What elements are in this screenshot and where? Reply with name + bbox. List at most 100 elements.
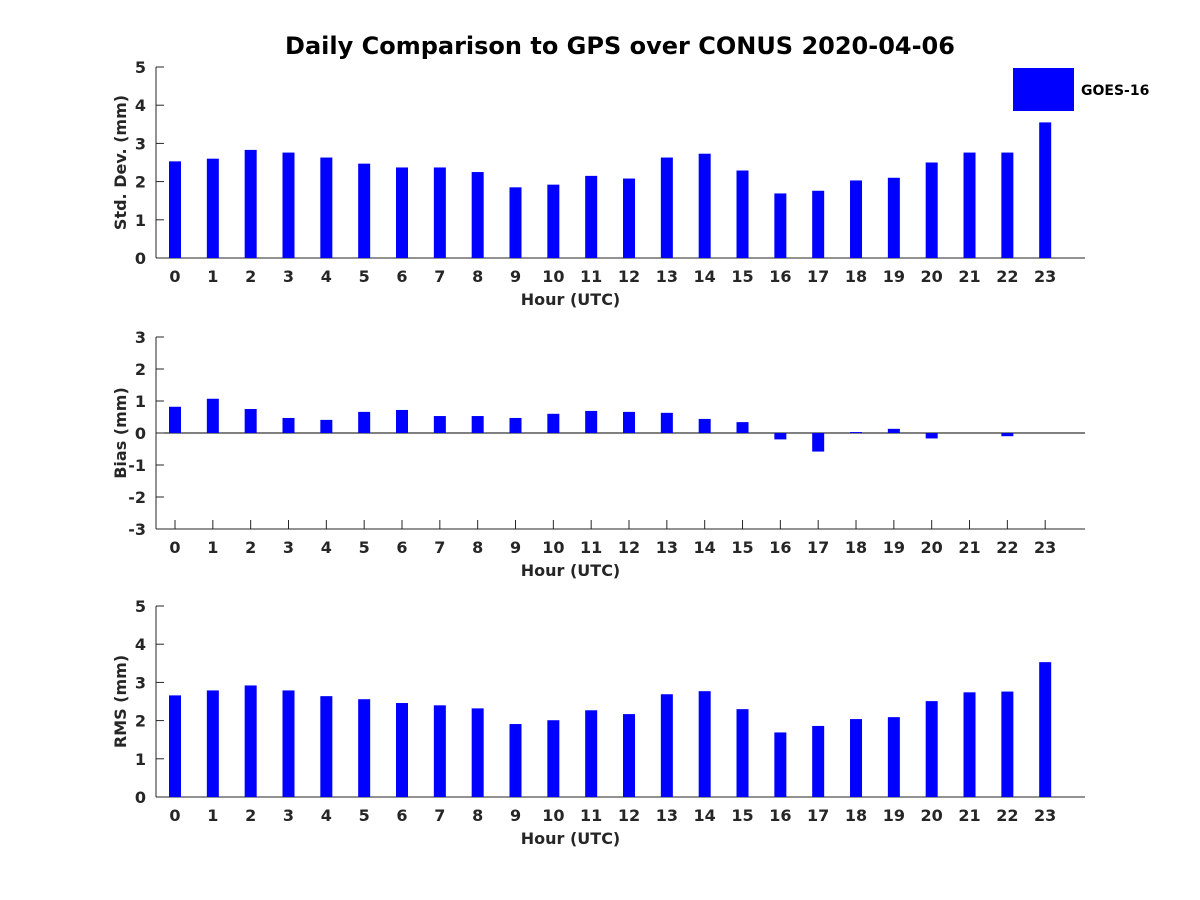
bar-stddev-hour-12 [623,178,636,258]
bar-stddev-hour-20 [925,162,938,258]
bar-stddev-hour-1 [206,158,219,258]
x-tick-label: 19 [883,267,905,286]
x-tick-label: 20 [921,538,943,557]
x-tick-label: 16 [769,538,791,557]
x-tick-label: 6 [396,806,407,825]
bar-stddev-hour-3 [282,152,295,258]
bar-stddev-hour-9 [509,187,522,258]
bar-bias-hour-10 [547,413,560,433]
x-tick-label: 1 [207,806,218,825]
x-tick-label: 14 [694,806,716,825]
bar-rms-hour-9 [509,724,522,797]
x-tick-label: 4 [321,267,332,286]
bar-stddev-hour-5 [358,163,371,258]
bar-stddev-hour-14 [698,153,711,258]
bar-bias-hour-2 [244,409,257,433]
bar-stddev-hour-23 [1039,122,1052,258]
bar-stddev-hour-2 [244,149,257,258]
bar-rms-hour-5 [358,699,371,797]
bar-stddev-hour-10 [547,184,560,258]
bar-stddev-hour-19 [887,177,900,258]
bar-stddev-hour-0 [169,161,181,258]
bar-bias-hour-0 [169,406,181,433]
y-tick-label: 5 [135,597,146,616]
x-tick-label: 23 [1034,267,1056,286]
bar-bias-hour-18 [850,432,863,434]
x-tick-label: 21 [958,806,980,825]
y-tick-label: 2 [135,360,146,379]
x-tick-label: 2 [245,538,256,557]
x-tick-label: 0 [169,806,180,825]
x-tick-label: 17 [807,538,829,557]
bar-rms-hour-18 [850,719,863,797]
x-axis-label: Hour (UTC) [521,829,621,848]
bar-rms-hour-3 [282,690,295,797]
x-tick-label: 15 [731,806,753,825]
bar-rms-hour-6 [396,703,409,797]
bar-rms-hour-13 [660,694,673,797]
x-tick-label: 21 [958,538,980,557]
x-tick-label: 8 [472,538,483,557]
x-axis-label: Hour (UTC) [521,561,621,580]
bar-bias-hour-9 [509,417,522,433]
bar-rms-hour-7 [433,705,446,797]
bar-bias-hour-7 [433,416,446,433]
x-tick-label: 1 [207,267,218,286]
bar-rms-hour-14 [698,691,711,797]
bar-stddev-hour-6 [396,167,409,258]
y-axis-label: Bias (mm) [111,387,130,479]
bar-stddev-hour-8 [471,172,484,258]
bar-stddev-hour-15 [736,170,749,258]
x-tick-label: 6 [396,267,407,286]
x-tick-label: 10 [542,806,564,825]
y-tick-label: 3 [135,134,146,153]
x-tick-label: 12 [618,806,640,825]
y-tick-label: -3 [128,520,146,539]
legend-swatch [1013,68,1074,111]
x-tick-label: 4 [321,538,332,557]
x-tick-label: 8 [472,806,483,825]
bar-rms-hour-19 [887,717,900,797]
bar-stddev-hour-13 [660,157,673,258]
x-tick-label: 3 [283,267,294,286]
x-tick-label: 18 [845,267,867,286]
bar-rms-hour-4 [320,696,333,797]
bar-bias-hour-17 [812,433,825,452]
bar-rms-hour-15 [736,709,749,797]
bar-rms-hour-2 [244,685,257,797]
x-tick-label: 7 [434,538,445,557]
x-tick-label: 13 [656,267,678,286]
bar-bias-hour-6 [396,409,409,433]
bar-bias-hour-3 [282,417,295,433]
x-tick-label: 22 [996,267,1018,286]
y-tick-label: 0 [135,788,146,807]
bar-rms-hour-10 [547,720,560,797]
x-tick-label: 2 [245,267,256,286]
y-tick-label: 3 [135,328,146,347]
legend[interactable]: GOES-16 [1013,68,1149,111]
x-tick-label: 16 [769,267,791,286]
x-tick-label: 15 [731,267,753,286]
bar-rms-hour-23 [1039,662,1052,797]
x-tick-label: 6 [396,538,407,557]
x-tick-label: 14 [694,267,716,286]
y-tick-label: 0 [135,424,146,443]
bar-bias-hour-4 [320,419,333,433]
bar-stddev-hour-17 [812,190,825,258]
bar-stddev-hour-18 [850,180,863,258]
bar-stddev-hour-7 [433,167,446,258]
y-tick-label: 4 [135,96,146,115]
y-tick-label: 1 [135,750,146,769]
bar-bias-hour-16 [774,433,787,440]
bar-rms-hour-11 [585,710,598,797]
x-tick-label: 10 [542,538,564,557]
y-tick-label: 2 [135,173,146,192]
x-tick-label: 8 [472,267,483,286]
x-tick-label: 18 [845,538,867,557]
y-axis-label: Std. Dev. (mm) [111,95,130,230]
bar-stddev-hour-22 [1001,152,1014,258]
bar-bias-hour-15 [736,422,749,433]
